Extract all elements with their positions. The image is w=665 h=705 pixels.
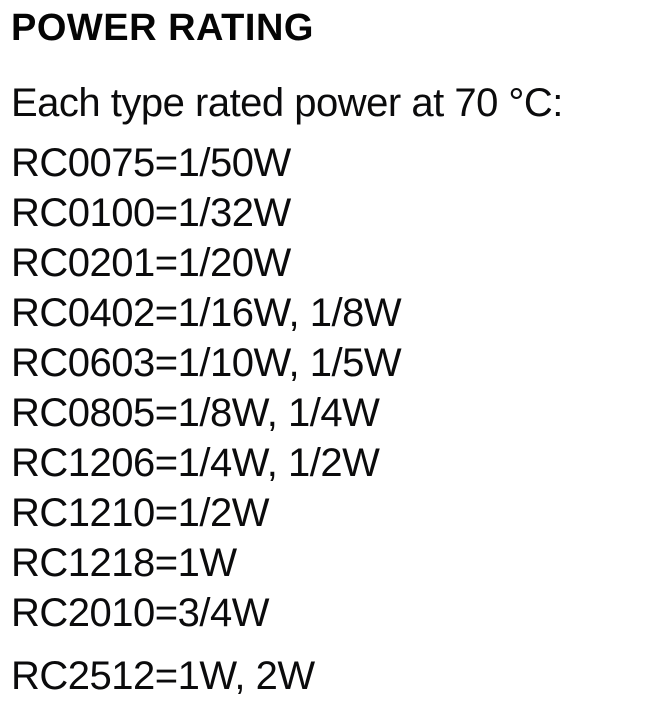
rating-line: RC0402=1/16W, 1/8W	[11, 291, 402, 335]
intro-line: Each type rated power at 70 °C:	[11, 81, 563, 125]
section-title: POWER RATING	[11, 7, 314, 49]
power-rating-list: RC0075=1/50W RC0100=1/32W RC0201=1/20W RC04…	[11, 138, 665, 701]
rating-line: RC0603=1/10W, 1/5W	[11, 341, 402, 385]
rating-line: RC0805=1/8W, 1/4W	[11, 391, 380, 435]
rating-line: RC2512=1W, 2W	[11, 654, 315, 698]
rating-line: RC1210=1/2W	[11, 491, 269, 535]
rating-line: RC1206=1/4W, 1/2W	[11, 441, 380, 485]
rating-line: RC2010=3/4W	[11, 591, 269, 635]
rating-line: RC0100=1/32W	[11, 191, 291, 235]
rating-line: RC0075=1/50W	[11, 141, 291, 185]
rating-line: RC1218=1W	[11, 541, 237, 585]
rating-line: RC0201=1/20W	[11, 241, 291, 285]
